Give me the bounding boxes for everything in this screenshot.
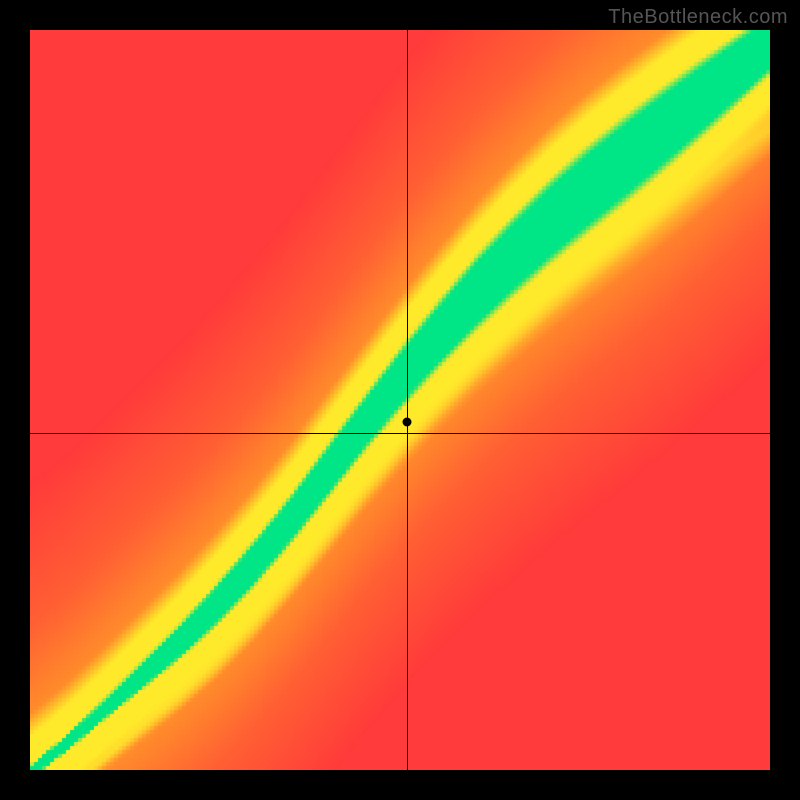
heatmap-plot bbox=[30, 30, 770, 770]
heatmap-canvas bbox=[30, 30, 770, 770]
crosshair-vertical bbox=[407, 30, 408, 770]
crosshair-horizontal bbox=[30, 433, 770, 434]
marker-dot bbox=[403, 418, 412, 427]
watermark-text: TheBottleneck.com bbox=[608, 6, 788, 29]
